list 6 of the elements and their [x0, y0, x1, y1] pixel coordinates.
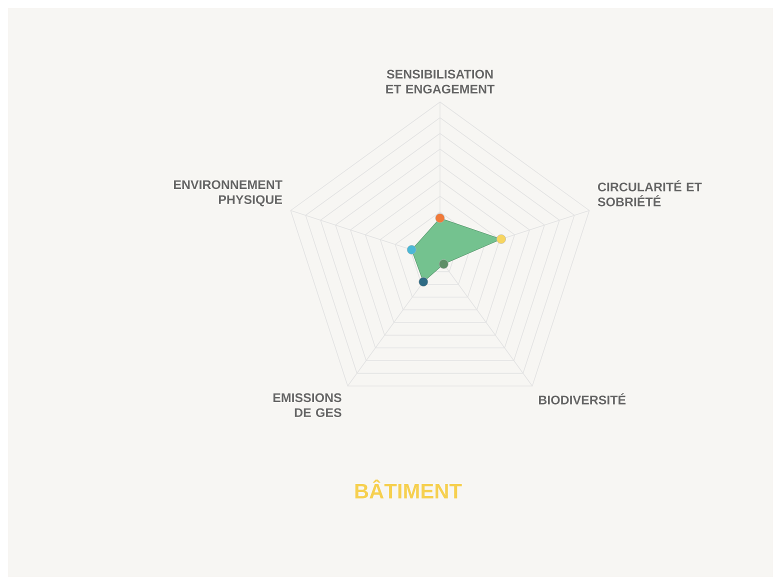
spoke-label: EMISSIONS DE GES [273, 393, 342, 418]
text: BÂTIMENT [355, 480, 462, 498]
spoke-label: ENVIRONNEMENT PHYSIQUE [174, 180, 282, 206]
spoke-label: CIRCULARITÉ ET SOBRIÉTÉ [598, 180, 702, 206]
spoke-label: BIODIVERSITÉ [539, 393, 626, 404]
spoke-label: SENSIBILISATION ET ENGAGEMENT [386, 70, 495, 94]
